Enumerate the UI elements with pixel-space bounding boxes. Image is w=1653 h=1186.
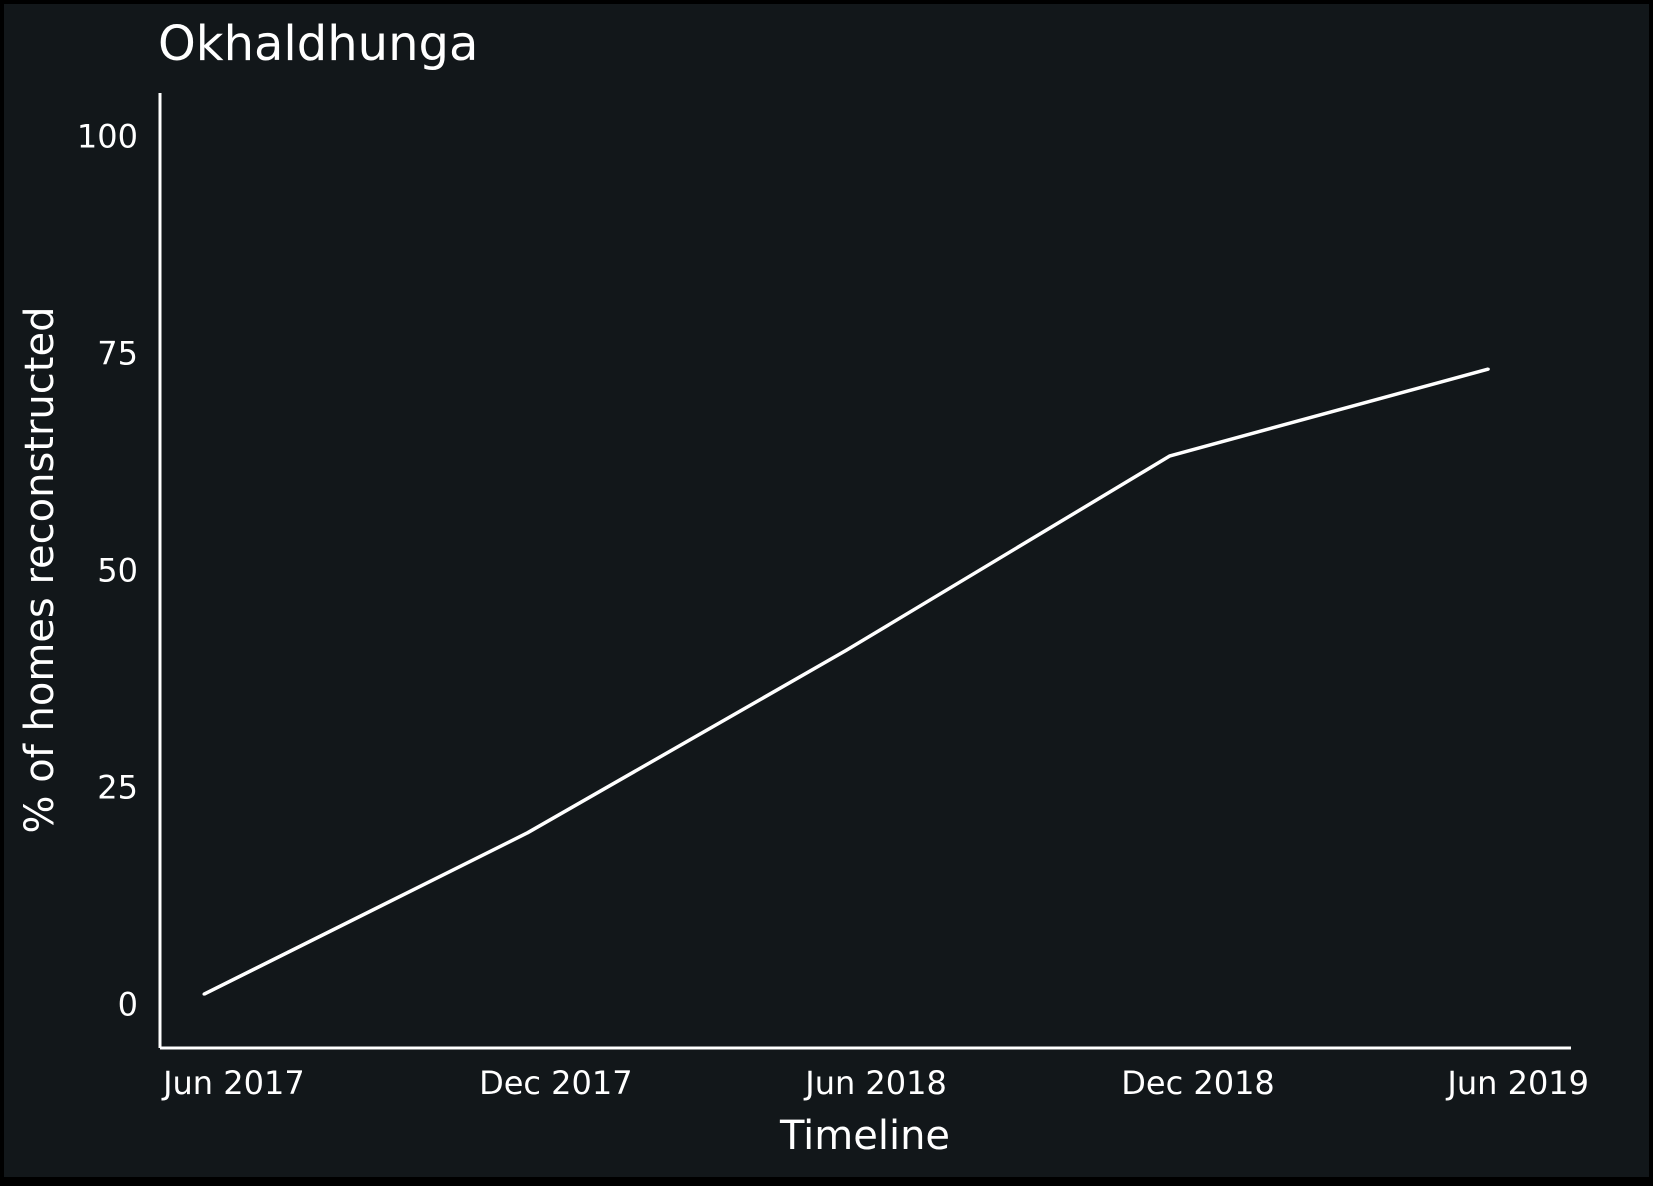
y-tick-label: 25: [97, 769, 138, 807]
x-tick-label: Jun 2019: [1445, 1064, 1589, 1102]
chart-panel: [4, 4, 1649, 1177]
y-tick-labels: 0 25 50 75 100: [77, 117, 138, 1023]
data-point: [202, 992, 206, 996]
x-tick-label: Dec 2017: [479, 1064, 633, 1102]
y-axis-label: % of homes reconstructed: [17, 307, 63, 834]
y-tick-label: 50: [97, 552, 138, 590]
x-tick-label: Jun 2018: [803, 1064, 947, 1102]
y-tick-label: 75: [97, 334, 138, 372]
data-point: [526, 831, 530, 835]
data-point: [844, 648, 848, 652]
chart-title: Okhaldhunga: [158, 16, 478, 72]
x-tick-label: Jun 2017: [161, 1064, 305, 1102]
x-tick-labels: Jun 2017 Dec 2017 Jun 2018 Dec 2018 Jun 2019: [161, 1064, 1589, 1102]
data-point: [1486, 367, 1490, 371]
data-point: [1168, 454, 1172, 458]
x-tick-label: Dec 2018: [1121, 1064, 1275, 1102]
y-tick-label: 100: [77, 117, 138, 155]
x-axis-label: Timeline: [779, 1113, 950, 1159]
series-layer: [202, 367, 1490, 996]
y-tick-label: 0: [118, 986, 138, 1024]
